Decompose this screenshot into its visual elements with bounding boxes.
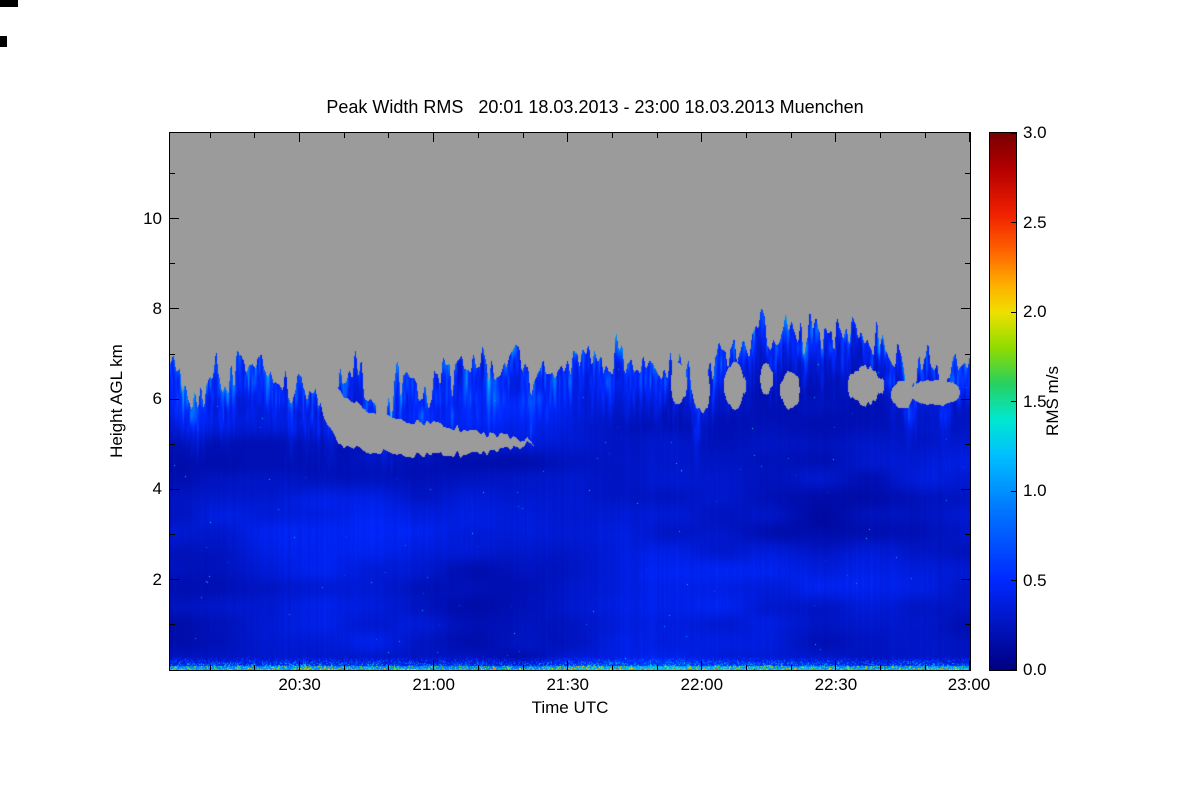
colorbar-tick-label: 0.5 <box>1023 570 1047 590</box>
y-tick-label: 4 <box>152 479 162 499</box>
colorbar-tick-label: 1.0 <box>1023 481 1047 500</box>
colorbar-tick-label: 2.5 <box>1023 212 1047 232</box>
x-tick-label: 22:00 <box>680 675 724 694</box>
y-tick-label: 6 <box>152 389 162 409</box>
screen-artifact <box>0 36 7 47</box>
chart-title: Peak Width RMS 20:01 18.03.2013 - 23:00 … <box>326 97 864 117</box>
heatmap-canvas <box>170 133 970 670</box>
y-tick-label: 10 <box>143 208 162 228</box>
y-axis-title: Height AGL km <box>107 344 126 458</box>
colorbar-canvas <box>990 133 1016 670</box>
plot-area <box>169 132 971 671</box>
y-tick-label: 2 <box>152 569 162 589</box>
colorbar-tick-label: 3.0 <box>1023 123 1047 142</box>
x-tick-label: 23:00 <box>947 675 991 694</box>
x-tick-label: 21:00 <box>412 675 455 694</box>
y-tick-label: 8 <box>152 298 162 318</box>
colorbar-title: RMS m/s <box>1043 366 1062 436</box>
colorbar <box>989 132 1017 671</box>
x-axis-title: Time UTC <box>531 698 609 717</box>
x-tick-label: 22:30 <box>814 675 858 694</box>
x-tick-label: 20:30 <box>278 675 321 694</box>
colorbar-tick-label: 0.0 <box>1023 660 1047 679</box>
colorbar-tick-label: 2.0 <box>1023 302 1047 321</box>
screen-artifact <box>0 0 18 7</box>
x-tick-label: 21:30 <box>546 675 590 694</box>
